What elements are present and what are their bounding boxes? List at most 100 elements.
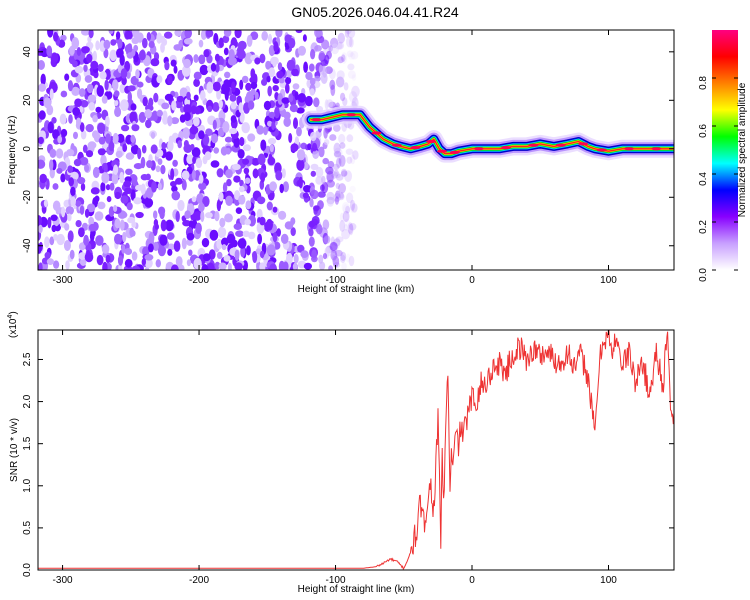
- noise-blob: [336, 41, 345, 50]
- noise-blob: [167, 75, 173, 85]
- noise-blob: [242, 230, 250, 237]
- noise-blob: [131, 30, 140, 38]
- noise-blob: [276, 228, 282, 237]
- noise-blob: [346, 134, 354, 143]
- noise-blob: [156, 109, 163, 117]
- noise-blob: [243, 167, 250, 175]
- noise-blob: [171, 185, 178, 193]
- noise-blob: [44, 251, 51, 259]
- noise-blob: [241, 75, 249, 84]
- noise-blob: [293, 117, 298, 129]
- noise-blob: [195, 157, 203, 169]
- noise-blob: [117, 255, 124, 266]
- noise-blob: [131, 124, 140, 132]
- noise-blob: [347, 222, 354, 234]
- noise-blob: [266, 201, 273, 211]
- noise-blob: [337, 154, 342, 164]
- noise-blob: [74, 65, 84, 74]
- noise-blob: [96, 254, 104, 266]
- noise-blob: [286, 252, 293, 265]
- noise-blob: [131, 265, 141, 270]
- noise-blob: [321, 175, 326, 184]
- noise-blob: [95, 40, 100, 51]
- noise-blob: [177, 199, 185, 212]
- noise-blob: [343, 82, 349, 91]
- ridge-layer: [302, 105, 674, 163]
- noise-blob: [105, 254, 111, 264]
- noise-blob: [329, 134, 337, 141]
- noise-blob: [341, 262, 347, 270]
- noise-blob: [288, 37, 296, 49]
- ridge-hotspot: [555, 143, 566, 147]
- noise-blob: [75, 200, 82, 207]
- noise-blob: [188, 249, 193, 256]
- noise-blob: [335, 236, 344, 243]
- colorbar-label: Normalized spectral amplitude: [737, 82, 748, 217]
- noise-blob: [112, 132, 119, 145]
- noise-blob: [221, 244, 227, 251]
- noise-blob: [80, 129, 87, 140]
- noise-blob: [170, 59, 177, 67]
- y-tick-label: -20: [22, 190, 33, 205]
- noise-blob: [105, 184, 111, 191]
- noise-blob: [102, 261, 108, 270]
- noise-blob: [259, 262, 266, 270]
- noise-blob: [336, 157, 342, 168]
- noise-blob: [176, 95, 184, 103]
- noise-blob: [269, 144, 274, 153]
- ridge-hotspot: [651, 147, 662, 151]
- noise-blob: [141, 258, 146, 266]
- noise-blob: [108, 139, 115, 152]
- noise-layer: [38, 30, 360, 270]
- noise-blob: [148, 41, 155, 49]
- noise-blob: [133, 197, 142, 205]
- noise-blob: [202, 253, 211, 262]
- noise-blob: [342, 204, 350, 215]
- noise-blob: [328, 45, 333, 52]
- noise-blob: [278, 260, 285, 270]
- noise-blob: [101, 244, 110, 254]
- noise-blob: [347, 30, 356, 39]
- x-tick-label: -200: [189, 275, 209, 286]
- noise-blob: [240, 246, 246, 258]
- noise-blob: [116, 133, 125, 143]
- noise-blob: [133, 163, 143, 170]
- snr-multiplier-base: (x10: [8, 318, 19, 338]
- noise-blob: [137, 88, 143, 99]
- noise-blob: [85, 150, 94, 158]
- noise-blob: [60, 173, 66, 183]
- noise-blob: [329, 241, 338, 251]
- noise-blob: [238, 102, 244, 113]
- spectrogram-y-ticks: -40 -20 0 20 40: [22, 46, 674, 253]
- noise-blob: [292, 83, 300, 90]
- noise-blob: [144, 253, 154, 261]
- noise-blob: [161, 102, 170, 110]
- noise-blob: [198, 182, 207, 191]
- noise-blob: [263, 100, 272, 111]
- noise-blob: [140, 183, 146, 195]
- noise-blob: [330, 43, 340, 55]
- noise-blob: [216, 199, 222, 212]
- noise-blob: [249, 76, 257, 84]
- noise-blob: [230, 101, 237, 110]
- spectrogram-x-ticks: -300 -200 -100 0 100: [53, 30, 617, 286]
- noise-blob: [219, 217, 226, 228]
- noise-blob: [338, 183, 346, 194]
- noise-blob: [341, 121, 348, 132]
- noise-blob: [349, 185, 356, 193]
- noise-blob: [224, 30, 230, 36]
- snr-panel: -300 -200 -100 0 100 0.0 0.5 1.0 1.5 2.0 2.5 Heig…: [7, 311, 675, 595]
- noise-blob: [312, 218, 318, 226]
- noise-blob: [121, 124, 130, 132]
- ridge-hotspot: [528, 143, 539, 147]
- x-tick-label: 100: [600, 575, 617, 586]
- noise-blob: [119, 99, 129, 112]
- noise-blob: [296, 149, 306, 161]
- noise-blob: [38, 215, 43, 227]
- noise-blob: [344, 170, 352, 183]
- noise-blob: [238, 185, 245, 193]
- noise-blob: [200, 30, 207, 40]
- noise-blob: [46, 104, 54, 116]
- noise-blob: [167, 140, 174, 152]
- noise-blob: [265, 60, 271, 70]
